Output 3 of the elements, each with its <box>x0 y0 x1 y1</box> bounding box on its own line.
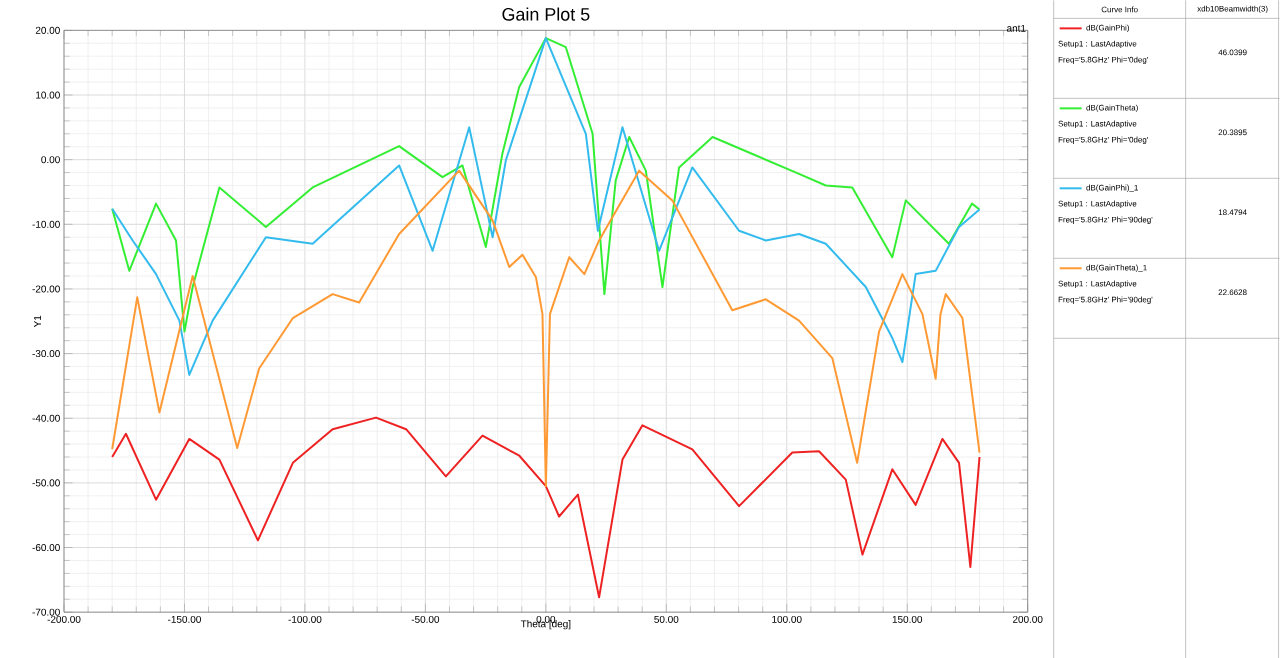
line-series <box>111 169 981 487</box>
chart-title: Gain Plot 5 <box>502 7 590 21</box>
line-series <box>111 416 981 599</box>
